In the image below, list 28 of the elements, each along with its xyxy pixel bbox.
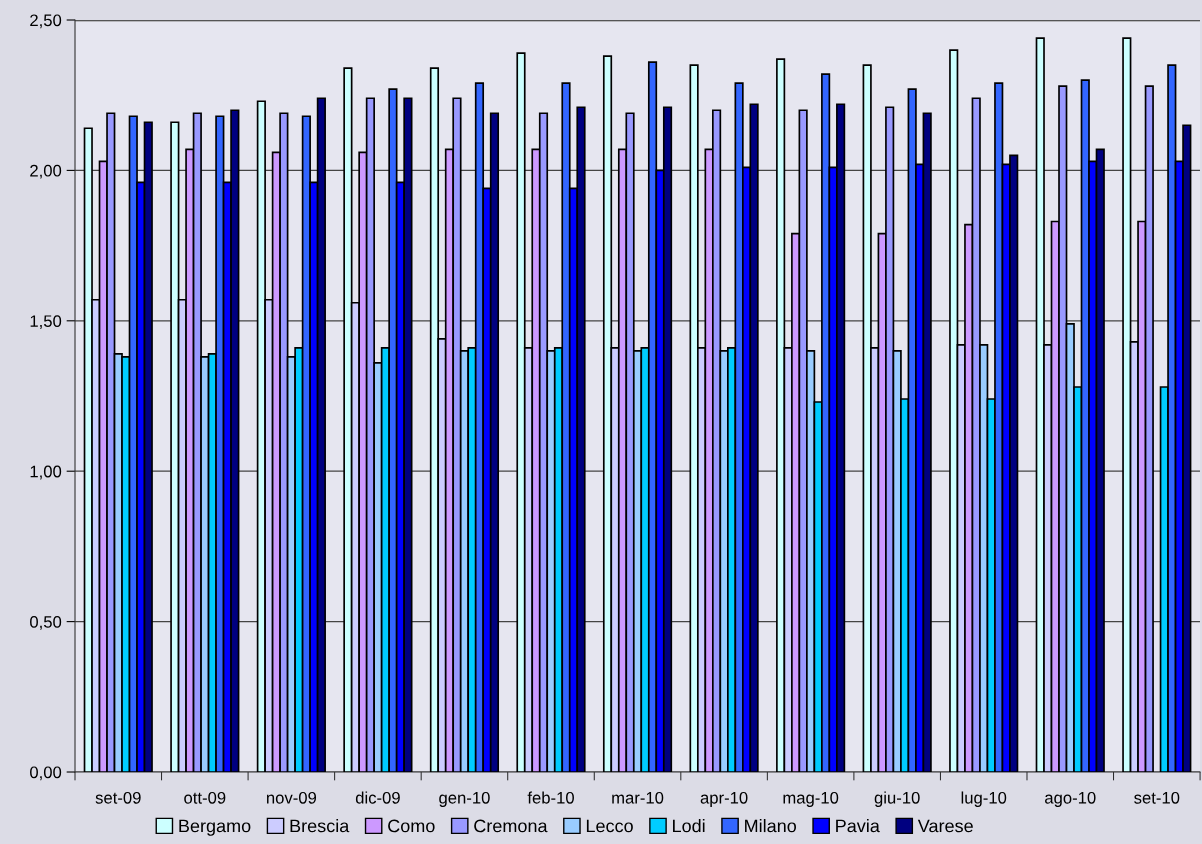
legend-label: Como — [388, 819, 435, 833]
legend-label: Brescia — [290, 819, 350, 833]
x-tick-label: feb-10 — [527, 791, 574, 804]
y-tick-label: 2,00 — [30, 164, 62, 179]
x-tick-label: mag-10 — [783, 791, 839, 807]
x-tick-label: ott-09 — [184, 791, 226, 804]
legend-label: Bergamo — [179, 819, 251, 836]
y-tick-label: 1,00 — [30, 465, 62, 480]
legend-label: Lecco — [586, 819, 633, 833]
legend-label: Milano — [745, 819, 797, 833]
x-tick-label: lug-10 — [961, 791, 1007, 807]
x-tick-label: gen-10 — [439, 791, 490, 807]
x-tick-label: ago-10 — [1045, 791, 1096, 807]
y-tick-label: 0,00 — [30, 766, 62, 781]
legend-label: Lodi — [673, 819, 705, 833]
y-tick-label: 2,50 — [30, 14, 62, 29]
y-tick-label: 0,50 — [30, 616, 62, 630]
x-tick-label: giu-10 — [874, 791, 920, 807]
x-tick-label: dic-09 — [355, 791, 400, 804]
x-tick-label: nov-09 — [266, 791, 317, 804]
x-tick-label: set-10 — [1134, 791, 1180, 804]
x-tick-label: mar-10 — [612, 791, 664, 804]
x-tick-label: apr-10 — [700, 791, 748, 807]
x-tick-label: set-09 — [95, 791, 141, 804]
legend-label: Pavia — [836, 819, 880, 833]
legend-label: Cremona — [474, 819, 548, 833]
legend-label: Varese — [917, 819, 973, 833]
y-tick-label: 1,50 — [30, 315, 62, 329]
